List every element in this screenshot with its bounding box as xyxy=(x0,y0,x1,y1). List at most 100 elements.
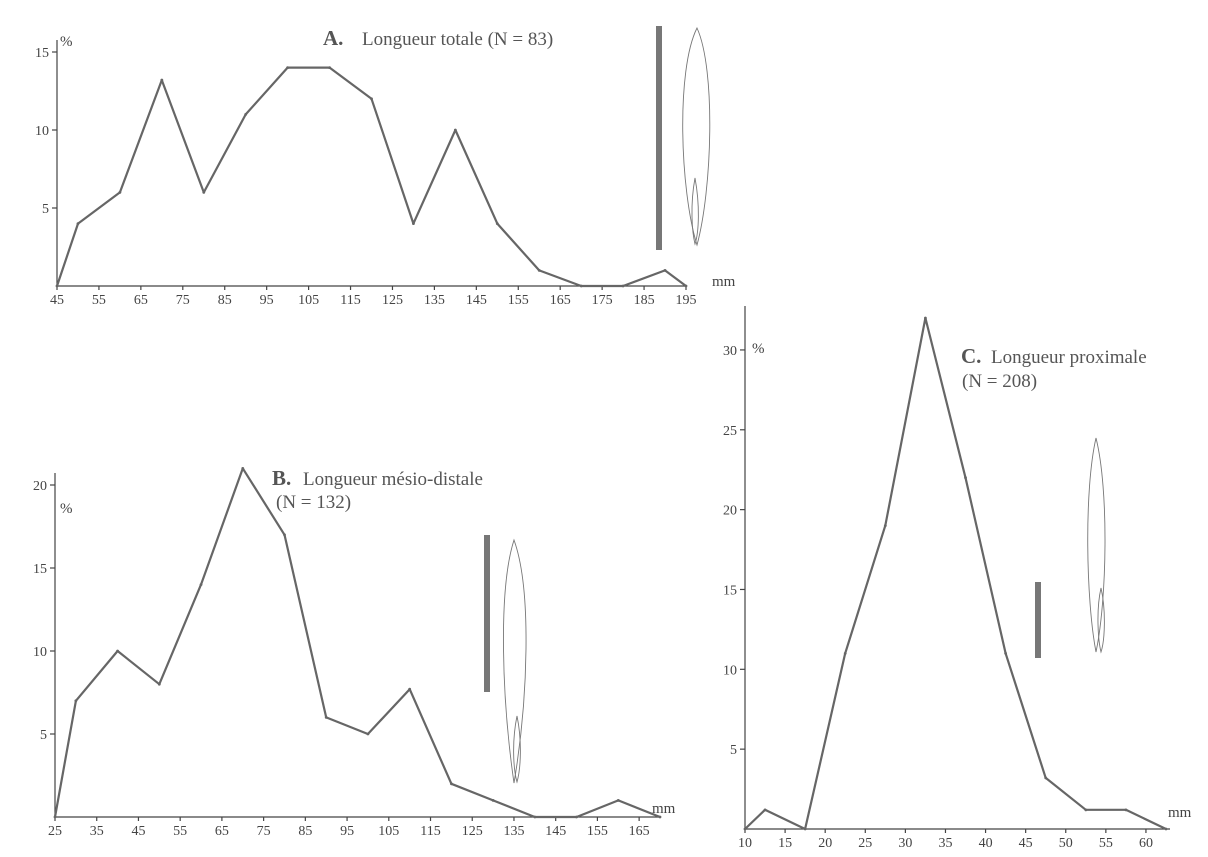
chart-c-ylabel: % xyxy=(752,341,765,357)
chart-b-x-tick-label: 45 xyxy=(131,824,145,839)
chart-b-x-tick-label: 55 xyxy=(173,824,187,839)
chart-a-series-line xyxy=(55,66,687,288)
chart-b-y-tick-label: 10 xyxy=(33,645,47,660)
chart-b-x-tick-label: 155 xyxy=(587,824,608,839)
chart-c-data-point xyxy=(1004,651,1008,655)
chart-a-data-point xyxy=(579,284,583,288)
chart-b-data-point xyxy=(575,815,578,819)
chart-b-data-point xyxy=(533,815,537,819)
chart-a-y-tick-label: 15 xyxy=(35,46,49,61)
chart-c-x-tick-label: 15 xyxy=(778,836,792,851)
chart-c-data-point xyxy=(924,316,927,320)
chart-b-data-point xyxy=(116,649,119,653)
chart-c-axes xyxy=(744,306,1170,830)
chart-b-subtitle: (N = 132) xyxy=(276,492,351,513)
chart-c-y-tick-label: 25 xyxy=(723,424,737,439)
chart-b-data-point xyxy=(408,687,412,691)
chart-c-data-point xyxy=(1044,776,1048,780)
chart-c-y-tick-label: 15 xyxy=(723,583,737,598)
chart-a-data-point xyxy=(663,269,667,272)
chart-c-data-point xyxy=(1164,827,1168,831)
chart-b-y-tick-label: 20 xyxy=(33,479,47,494)
chart-a-x-tick-label: 135 xyxy=(424,293,445,308)
chart-c-y-tick-label: 30 xyxy=(723,344,737,359)
point-outline-a-icon xyxy=(682,26,711,247)
chart-b-data-point xyxy=(53,815,57,819)
chart-b-x-tick-label: 95 xyxy=(340,824,354,839)
chart-c-data-point xyxy=(1124,808,1128,812)
chart-a-xunit: mm xyxy=(712,274,736,290)
chart-c-data-point xyxy=(763,808,767,812)
chart-a-x-tick-label: 175 xyxy=(592,293,613,308)
chart-b-x-tick-label: 135 xyxy=(503,824,524,839)
chart-c-x-tick-label: 10 xyxy=(738,836,752,851)
chart-c-title-letter: C. xyxy=(961,344,981,368)
chart-a-title: Longueur totale (N = 83) xyxy=(362,29,553,50)
chart-a-axes xyxy=(56,40,686,287)
chart-a-x-tick-label: 145 xyxy=(466,293,487,308)
chart-b-data-point xyxy=(157,682,161,686)
chart-c-title: Longueur proximale xyxy=(991,347,1147,368)
chart-a-x-tick-label: 105 xyxy=(298,293,319,308)
chart-a-x-tick-label: 75 xyxy=(176,293,190,308)
chart-b-x-tick-label: 165 xyxy=(629,824,650,839)
chart-b-series-line xyxy=(53,467,661,819)
chart-b-title: Longueur mésio-distale xyxy=(303,469,483,490)
chart-c-data-point xyxy=(803,827,807,831)
chart-a-ticks: 45 55 65 75 85 95 105 115 125 135 145 155 165 175 185 1… xyxy=(35,46,697,308)
chart-c-data-point xyxy=(1084,808,1088,812)
chart-b-y-tick-label: 5 xyxy=(40,728,47,743)
chart-c-x-tick-label: 50 xyxy=(1059,836,1073,851)
chart-b-data-point xyxy=(241,467,245,470)
chart-panel-c: 10 15 20 25 30 35 40 45 50 55 60 5 10 15 20 25 30 C. Lon… xyxy=(723,306,1192,851)
chart-c-x-tick-label: 30 xyxy=(898,836,912,851)
chart-a-data-point xyxy=(76,222,80,226)
chart-a-ylabel: % xyxy=(60,34,73,50)
chart-a-y-tick-label: 5 xyxy=(42,202,49,217)
chart-c-x-tick-label: 45 xyxy=(1019,836,1033,851)
chart-a-series xyxy=(55,66,688,288)
chart-b-xunit: mm xyxy=(652,801,676,817)
chart-a-data-point xyxy=(495,222,499,226)
chart-a-x-tick-label: 195 xyxy=(676,293,697,308)
chart-a-x-tick-label: 65 xyxy=(134,293,148,308)
chart-a-data-point xyxy=(202,191,206,194)
chart-a-data-point xyxy=(118,191,122,194)
chart-a-x-tick-label: 95 xyxy=(260,293,274,308)
chart-a-x-tick-label: 85 xyxy=(218,293,232,308)
chart-a-x-tick-label: 45 xyxy=(50,293,64,308)
chart-b-ylabel: % xyxy=(60,501,73,517)
chart-c-series xyxy=(743,316,1168,831)
chart-b-x-tick-label: 65 xyxy=(215,824,229,839)
scale-bar-c-icon xyxy=(1035,582,1041,658)
chart-b-axes xyxy=(54,473,660,818)
chart-a-data-point xyxy=(328,66,331,69)
chart-c-subtitle: (N = 208) xyxy=(962,371,1037,392)
chart-c-x-tick-label: 40 xyxy=(979,836,993,851)
chart-a-data-point xyxy=(453,128,457,132)
chart-a-x-tick-label: 185 xyxy=(634,293,655,308)
chart-a-data-point xyxy=(286,66,290,69)
chart-panel-b: 25 35 45 55 65 75 85 95 105 115 125 135 145 155 165 5 10… xyxy=(33,466,676,839)
chart-b-x-tick-label: 75 xyxy=(257,824,271,839)
chart-c-x-tick-label: 35 xyxy=(938,836,952,851)
chart-a-data-point xyxy=(684,284,688,288)
point-outline-c-icon xyxy=(1087,437,1106,654)
chart-b-ticks: 25 35 45 55 65 75 85 95 105 115 125 135 145 155 165 5 10… xyxy=(33,479,650,839)
chart-a-data-point xyxy=(537,269,541,272)
chart-c-x-tick-label: 20 xyxy=(818,836,832,851)
chart-c-data-point xyxy=(843,651,847,655)
chart-a-title-letter: A. xyxy=(323,26,343,50)
scale-bar-b-icon xyxy=(484,535,490,692)
chart-b-data-point xyxy=(324,716,328,719)
chart-c-data-point xyxy=(964,476,967,480)
chart-b-y-tick-label: 15 xyxy=(33,562,47,577)
chart-a-x-tick-label: 155 xyxy=(508,293,529,308)
chart-b-data-point xyxy=(616,799,620,802)
chart-b-data-point xyxy=(283,533,286,537)
scale-bar-a-icon xyxy=(656,26,662,250)
chart-b-title-letter: B. xyxy=(272,466,291,490)
chart-a-data-point xyxy=(55,284,59,288)
chart-c-x-tick-label: 25 xyxy=(858,836,872,851)
